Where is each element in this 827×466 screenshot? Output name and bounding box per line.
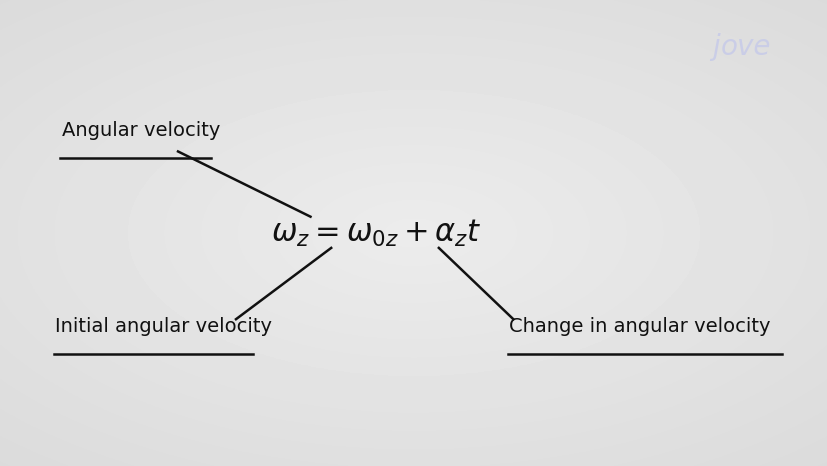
Text: Angular velocity: Angular velocity xyxy=(62,121,220,140)
Text: ove: ove xyxy=(719,33,770,61)
Text: Initial angular velocity: Initial angular velocity xyxy=(55,316,272,336)
Text: j: j xyxy=(712,33,719,61)
Text: $\omega_z = \omega_{0z} + \alpha_z t$: $\omega_z = \omega_{0z} + \alpha_z t$ xyxy=(271,218,481,248)
Text: Change in angular velocity: Change in angular velocity xyxy=(509,316,770,336)
